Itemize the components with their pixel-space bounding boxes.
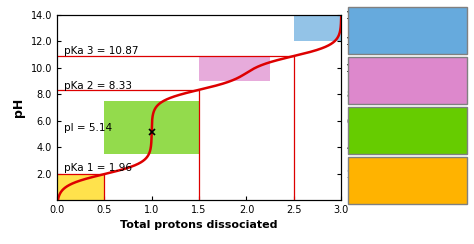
Y-axis label: pH: pH [12, 98, 25, 117]
Bar [104, 101, 199, 154]
Text: pI = 5.14: pI = 5.14 [64, 123, 113, 133]
Text: pKa 3 = 10.87: pKa 3 = 10.87 [64, 46, 139, 56]
Text: pKa 2 = 8.33: pKa 2 = 8.33 [64, 81, 132, 91]
Bar [199, 57, 270, 81]
Bar [57, 173, 104, 200]
Text: pKa 1 = 1.96: pKa 1 = 1.96 [64, 163, 132, 173]
Bar [294, 15, 341, 41]
X-axis label: Total protons dissociated: Total protons dissociated [120, 221, 278, 231]
